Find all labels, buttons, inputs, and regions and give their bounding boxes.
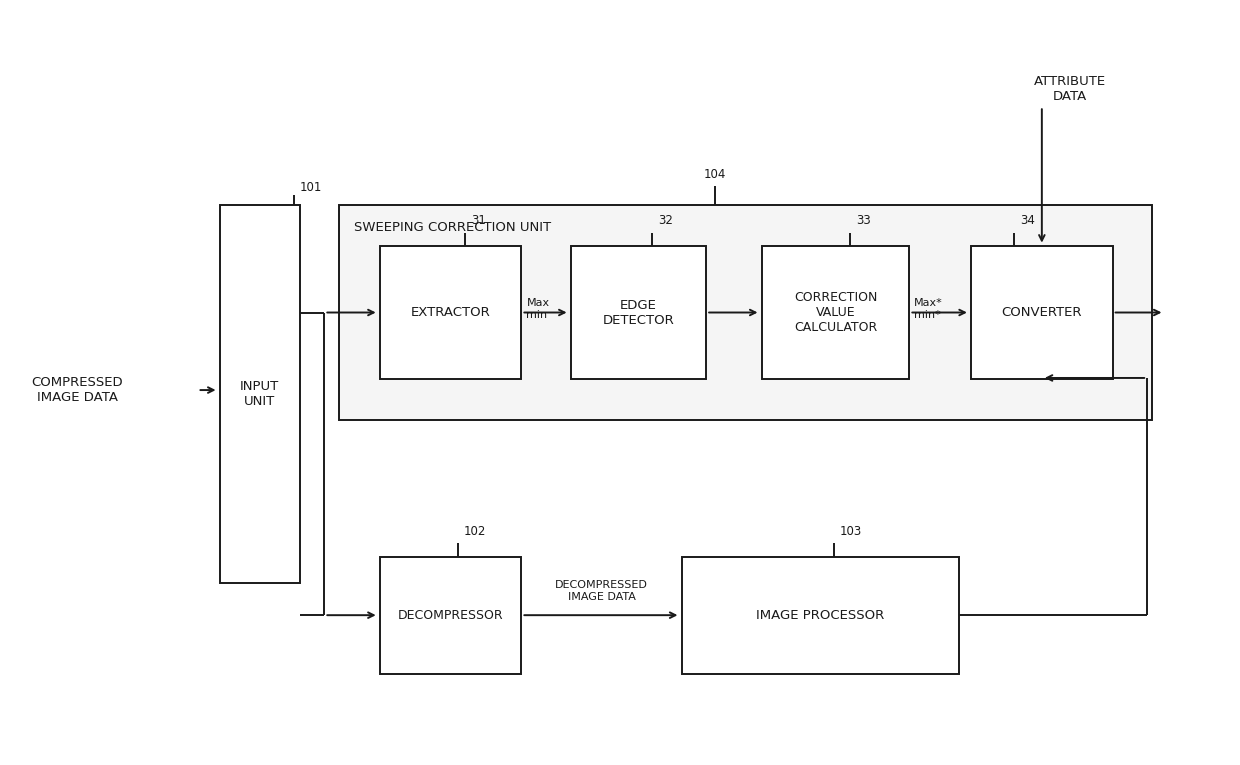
Text: IMAGE PROCESSOR: IMAGE PROCESSOR bbox=[756, 609, 884, 622]
Text: INPUT
UNIT: INPUT UNIT bbox=[241, 380, 279, 408]
Bar bbox=[971, 246, 1112, 379]
Text: COMPRESSED
IMAGE DATA: COMPRESSED IMAGE DATA bbox=[31, 376, 123, 404]
Text: Max*
min*: Max* min* bbox=[914, 298, 944, 320]
Text: DECOMPRESSED
IMAGE DATA: DECOMPRESSED IMAGE DATA bbox=[556, 580, 649, 601]
Bar bbox=[682, 556, 959, 674]
Text: ATTRIBUTE
DATA: ATTRIBUTE DATA bbox=[1033, 74, 1106, 103]
Text: 104: 104 bbox=[703, 168, 727, 181]
Text: 34: 34 bbox=[1019, 214, 1034, 227]
Text: EDGE
DETECTOR: EDGE DETECTOR bbox=[603, 298, 675, 327]
Bar bbox=[219, 205, 300, 583]
Text: 33: 33 bbox=[857, 214, 872, 227]
Bar bbox=[340, 205, 1152, 420]
Text: 103: 103 bbox=[841, 525, 862, 538]
Text: 101: 101 bbox=[300, 181, 322, 194]
Bar bbox=[761, 246, 909, 379]
Text: SWEEPING CORRECTION UNIT: SWEEPING CORRECTION UNIT bbox=[353, 221, 551, 234]
Text: DECOMPRESSOR: DECOMPRESSOR bbox=[398, 609, 503, 622]
Text: 102: 102 bbox=[464, 525, 486, 538]
Text: CORRECTION
VALUE
CALCULATOR: CORRECTION VALUE CALCULATOR bbox=[794, 291, 877, 334]
Bar bbox=[379, 556, 522, 674]
Text: Max
min: Max min bbox=[527, 298, 549, 320]
Bar bbox=[379, 246, 522, 379]
Text: EXTRACTOR: EXTRACTOR bbox=[410, 306, 491, 319]
Text: 32: 32 bbox=[658, 214, 673, 227]
Bar bbox=[570, 246, 707, 379]
Text: CONVERTER: CONVERTER bbox=[1002, 306, 1083, 319]
Text: 31: 31 bbox=[471, 214, 486, 227]
